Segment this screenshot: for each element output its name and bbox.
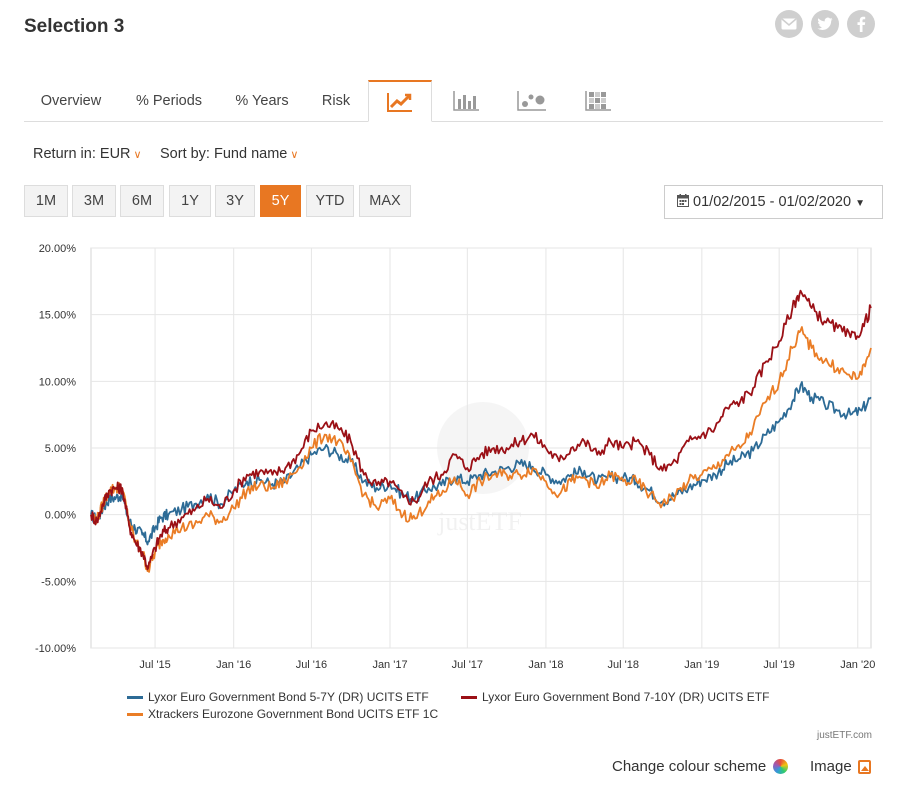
range-max-button[interactable]: MAX: [359, 185, 411, 217]
chevron-down-icon: ∨: [133, 149, 142, 161]
legend-label: Xtrackers Eurozone Government Bond UCITS…: [148, 707, 439, 721]
y-tick-label: 15.00%: [39, 310, 77, 322]
export-image-link[interactable]: Image: [810, 758, 871, 775]
x-tick-label: Jul '17: [452, 659, 483, 671]
calendar-icon: [677, 194, 689, 207]
range-3m-button[interactable]: 3M: [72, 185, 116, 217]
color-wheel-icon: [773, 759, 789, 774]
sort-dropdown[interactable]: Sort by: Fund name ∨: [160, 146, 298, 162]
tab-risk[interactable]: Risk: [321, 93, 351, 109]
range-3y-button[interactable]: 3Y: [215, 185, 255, 217]
sort-label: Sort by: Fund name: [160, 146, 288, 162]
x-tick-label: Jan '16: [216, 659, 251, 671]
image-label: Image: [810, 758, 852, 775]
legend-swatch: [127, 712, 143, 716]
range-ytd-button[interactable]: YTD: [306, 185, 354, 217]
y-tick-label: 10.00%: [39, 376, 77, 388]
return-label: Return in: EUR: [33, 146, 131, 162]
series-line-2: [90, 289, 872, 571]
email-icon[interactable]: [775, 10, 803, 38]
chevron-down-icon: ∨: [290, 149, 299, 161]
legend-swatch: [127, 695, 143, 699]
x-tick-label: Jul '19: [763, 659, 794, 671]
page-title: Selection 3: [24, 16, 125, 37]
range-6m-button[interactable]: 6M: [120, 185, 164, 217]
tab-years[interactable]: % Years: [235, 93, 289, 109]
change-colour-scheme-link[interactable]: Change colour scheme: [612, 758, 789, 775]
legend-item-lyxor-5-7y[interactable]: Lyxor Euro Government Bond 5-7Y (DR) UCI…: [127, 690, 429, 704]
caret-down-icon: ▼: [855, 198, 865, 209]
tab-bar-chart[interactable]: [444, 80, 488, 122]
x-tick-label: Jan '17: [372, 659, 407, 671]
watermark-text: justETF: [437, 507, 522, 536]
x-tick-label: Jan '20: [840, 659, 875, 671]
y-tick-label: 5.00%: [45, 443, 76, 455]
view-tabs: Overview % Periods % Years Risk: [24, 80, 883, 122]
range-1y-button[interactable]: 1Y: [169, 185, 211, 217]
y-tick-label: 20.00%: [39, 243, 77, 255]
date-range-label: 01/02/2015 - 01/02/2020: [693, 194, 852, 210]
return-currency-dropdown[interactable]: Return in: EUR ∨: [33, 146, 142, 162]
chart-credit: justETF.com: [816, 730, 872, 741]
tab-heatmap[interactable]: [576, 80, 620, 122]
y-tick-label: -5.00%: [41, 576, 76, 588]
range-1m-button[interactable]: 1M: [24, 185, 68, 217]
series-line-3: [90, 326, 872, 573]
facebook-icon[interactable]: [847, 10, 875, 38]
line-chart-icon: [387, 93, 412, 112]
legend-item-lyxor-7-10y[interactable]: Lyxor Euro Government Bond 7-10Y (DR) UC…: [461, 690, 769, 704]
y-tick-label: 0.00%: [45, 510, 76, 522]
legend-label: Lyxor Euro Government Bond 5-7Y (DR) UCI…: [148, 690, 429, 704]
date-range-picker[interactable]: 01/02/2015 - 01/02/2020 ▼: [664, 185, 883, 219]
x-tick-label: Jul '18: [608, 659, 639, 671]
bar-chart-icon: [453, 91, 479, 111]
x-tick-label: Jul '15: [139, 659, 170, 671]
social-links: [775, 10, 875, 38]
scatter-chart-icon: [517, 91, 546, 111]
legend-item-xtrackers[interactable]: Xtrackers Eurozone Government Bond UCITS…: [127, 707, 438, 721]
tab-overview[interactable]: Overview: [40, 93, 102, 109]
legend-label: Lyxor Euro Government Bond 7-10Y (DR) UC…: [482, 690, 770, 704]
x-tick-label: Jan '18: [528, 659, 563, 671]
x-tick-label: Jan '19: [684, 659, 719, 671]
series-line-1: [90, 381, 872, 546]
legend-swatch: [461, 695, 477, 699]
image-icon: [857, 759, 871, 774]
y-tick-label: -10.00%: [35, 643, 76, 655]
tab-scatter-chart[interactable]: [510, 80, 554, 122]
tab-line-chart[interactable]: [368, 80, 432, 122]
tab-periods[interactable]: % Periods: [135, 93, 203, 109]
range-5y-button[interactable]: 5Y: [260, 185, 301, 217]
heatmap-icon: [585, 91, 611, 111]
performance-chart: justETF 20.00% 15.00% 10.00% 5.00% 0.00% -5.00…: [35, 243, 875, 671]
twitter-icon[interactable]: [811, 10, 839, 38]
x-tick-label: Jul '16: [296, 659, 327, 671]
colour-scheme-label: Change colour scheme: [612, 758, 767, 775]
